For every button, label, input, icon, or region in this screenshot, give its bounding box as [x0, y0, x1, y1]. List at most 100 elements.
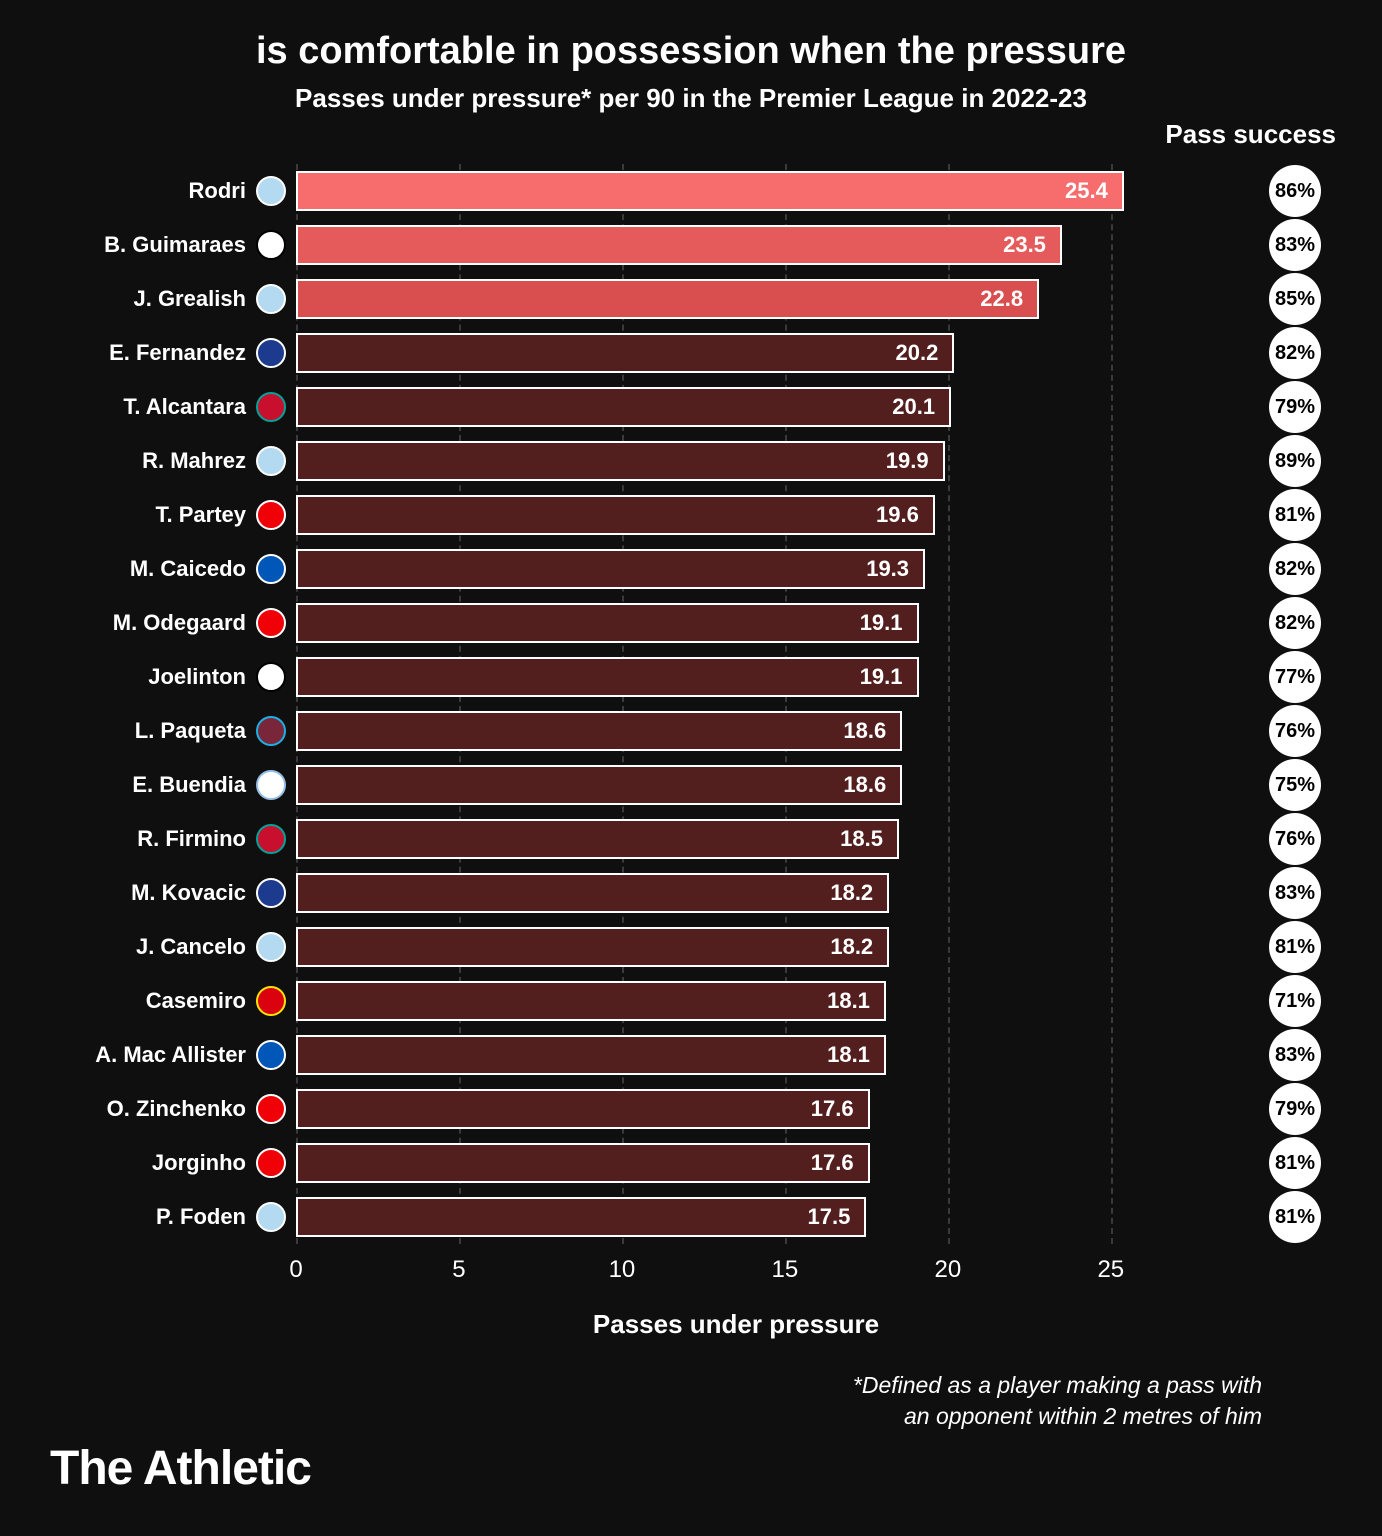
bar-value: 19.6 [876, 502, 919, 528]
player-name: Rodri [61, 178, 256, 204]
pass-success-badge: 76% [1269, 813, 1321, 865]
x-tick: 0 [289, 1256, 302, 1284]
player-row: P. Foden17.581% [61, 1190, 1321, 1244]
x-tick: 20 [934, 1256, 961, 1284]
team-crest-icon [256, 1148, 286, 1178]
pass-success-badge: 89% [1269, 435, 1321, 487]
player-name: T. Alcantara [61, 394, 256, 420]
team-crest-icon [256, 338, 286, 368]
player-name: O. Zinchenko [61, 1096, 256, 1122]
bar-zone: 19.3 [296, 542, 1176, 596]
bar-zone: 23.5 [296, 218, 1176, 272]
team-crest-icon [256, 392, 286, 422]
bar-value: 23.5 [1003, 232, 1046, 258]
bar: 18.1 [296, 981, 886, 1021]
bar: 17.5 [296, 1197, 866, 1237]
player-row: J. Cancelo18.281% [61, 920, 1321, 974]
pass-success-badge: 83% [1269, 867, 1321, 919]
bar: 18.2 [296, 873, 889, 913]
bar-value: 19.3 [866, 556, 909, 582]
team-crest-icon [256, 878, 286, 908]
team-crest-icon [256, 446, 286, 476]
footnote: *Defined as a player making a pass with … [50, 1370, 1332, 1432]
bar-zone: 20.1 [296, 380, 1176, 434]
player-name: T. Partey [61, 502, 256, 528]
player-row: B. Guimaraes 23.5 83% [61, 218, 1321, 272]
pass-success-badge: 79% [1269, 1083, 1321, 1135]
player-row: E. Buendia18.675% [61, 758, 1321, 812]
bar: 19.1 [296, 657, 919, 697]
bar: 19.6 [296, 495, 935, 535]
player-name: Joelinton [61, 664, 256, 690]
pass-success-badge: 82% [1269, 543, 1321, 595]
brand-logo: The Athletic [50, 1441, 311, 1496]
x-tick: 10 [609, 1256, 636, 1284]
bar-value: 22.8 [980, 286, 1023, 312]
player-name: B. Guimaraes [61, 232, 256, 258]
bar-zone: 18.1 [296, 1028, 1176, 1082]
bar: 19.9 [296, 441, 945, 481]
bar-zone: 19.9 [296, 434, 1176, 488]
player-name: L. Paqueta [61, 718, 256, 744]
pass-success-badge: 81% [1269, 921, 1321, 973]
pass-success-badge: 75% [1269, 759, 1321, 811]
pass-success-badge: 81% [1269, 489, 1321, 541]
x-tick: 25 [1097, 1256, 1124, 1284]
player-name: Jorginho [61, 1150, 256, 1176]
bar: 18.1 [296, 1035, 886, 1075]
bar: 20.1 [296, 387, 951, 427]
pass-success-badge: 83% [1269, 219, 1321, 271]
footnote-line1: *Defined as a player making a pass with [853, 1372, 1262, 1398]
bar-value: 18.6 [843, 718, 886, 744]
bar-value: 19.9 [886, 448, 929, 474]
pass-success-header: Pass success [1165, 119, 1336, 150]
bar-zone: 17.5 [296, 1190, 1176, 1244]
bar-value: 25.4 [1065, 178, 1108, 204]
player-name: E. Fernandez [61, 340, 256, 366]
bar: 19.1 [296, 603, 919, 643]
bar-zone: 18.6 [296, 704, 1176, 758]
bar: 18.5 [296, 819, 899, 859]
team-crest-icon [256, 716, 286, 746]
player-name: A. Mac Allister [61, 1042, 256, 1068]
team-crest-icon [256, 932, 286, 962]
team-crest-icon [256, 230, 286, 260]
bar-value: 18.5 [840, 826, 883, 852]
bar: 17.6 [296, 1143, 870, 1183]
bar-zone: 17.6 [296, 1136, 1176, 1190]
bar-value: 18.1 [827, 1042, 870, 1068]
bar: 23.5 [296, 225, 1062, 265]
player-name: Casemiro [61, 988, 256, 1014]
player-row: Rodri25.486% [61, 164, 1321, 218]
bar-zone: 22.8 [296, 272, 1176, 326]
pass-success-badge: 76% [1269, 705, 1321, 757]
bar-zone: 18.5 [296, 812, 1176, 866]
bar-value: 17.5 [808, 1204, 851, 1230]
chart-subtitle: Passes under pressure* per 90 in the Pre… [50, 83, 1332, 114]
player-row: A. Mac Allister18.183% [61, 1028, 1321, 1082]
bar-zone: 19.6 [296, 488, 1176, 542]
pass-success-badge: 77% [1269, 651, 1321, 703]
bar: 25.4 [296, 171, 1124, 211]
team-crest-icon [256, 662, 286, 692]
x-tick: 15 [772, 1256, 799, 1284]
team-crest-icon [256, 1094, 286, 1124]
bar-zone: 25.4 [296, 164, 1176, 218]
player-name: M. Caicedo [61, 556, 256, 582]
bar-value: 18.2 [830, 880, 873, 906]
player-row: T. Alcantara20.179% [61, 380, 1321, 434]
player-row: E. Fernandez20.282% [61, 326, 1321, 380]
bar: 17.6 [296, 1089, 870, 1129]
footnote-line2: an opponent within 2 metres of him [904, 1403, 1262, 1429]
bar-zone: 17.6 [296, 1082, 1176, 1136]
bar-value: 20.2 [896, 340, 939, 366]
bar-zone: 19.1 [296, 650, 1176, 704]
bar: 18.6 [296, 711, 902, 751]
player-name: R. Mahrez [61, 448, 256, 474]
player-name: J. Grealish [61, 286, 256, 312]
x-tick: 5 [452, 1256, 465, 1284]
player-row: Jorginho17.681% [61, 1136, 1321, 1190]
bar: 18.2 [296, 927, 889, 967]
team-crest-icon [256, 284, 286, 314]
team-crest-icon [256, 770, 286, 800]
